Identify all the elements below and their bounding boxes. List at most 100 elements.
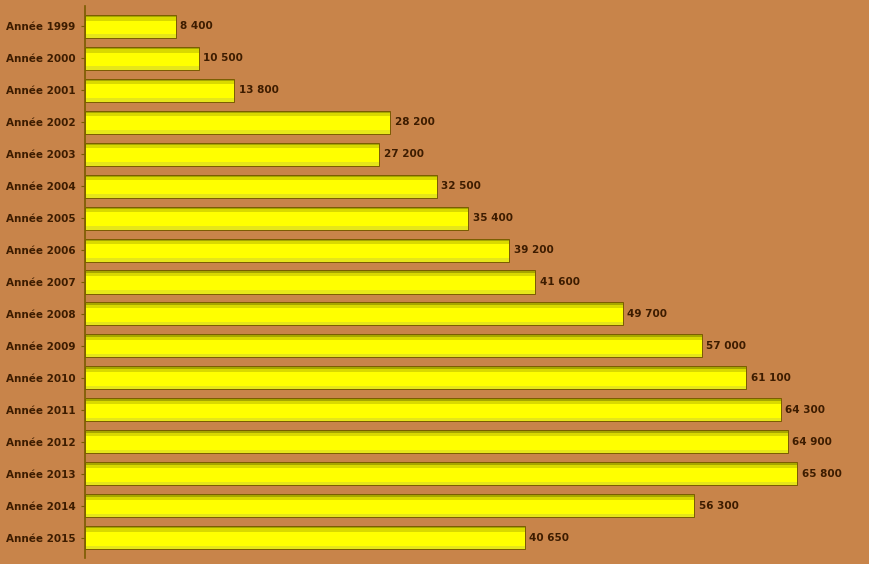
Bar	[85, 58, 198, 59]
Bar	[85, 17, 176, 18]
Bar	[85, 177, 436, 178]
Bar	[85, 434, 786, 435]
Bar	[85, 64, 198, 65]
Bar	[85, 482, 796, 483]
Bar	[85, 164, 379, 165]
Bar	[85, 334, 701, 335]
Bar	[85, 319, 622, 320]
Bar	[85, 467, 796, 468]
Bar	[85, 430, 786, 431]
Bar	[85, 286, 534, 287]
Bar	[85, 345, 701, 346]
Bar	[85, 18, 176, 19]
Bar	[85, 386, 746, 387]
Bar	[85, 226, 468, 227]
Bar	[85, 183, 436, 184]
Bar	[85, 353, 701, 354]
Bar	[85, 51, 198, 52]
Bar	[85, 309, 622, 310]
Bar	[85, 465, 796, 466]
Bar	[85, 215, 468, 216]
Bar	[85, 37, 176, 38]
Bar	[85, 511, 693, 512]
Bar	[85, 161, 379, 162]
Bar	[85, 132, 390, 133]
Bar	[85, 31, 176, 32]
Bar	[85, 92, 234, 93]
Bar	[85, 340, 701, 341]
Bar	[85, 507, 693, 508]
Bar	[85, 438, 786, 439]
Bar	[85, 21, 176, 22]
Bar	[85, 516, 693, 517]
Bar	[85, 409, 780, 410]
Bar	[85, 501, 693, 503]
Bar	[85, 342, 701, 343]
Bar	[85, 123, 390, 124]
Bar	[85, 57, 198, 58]
Bar	[85, 534, 525, 535]
Bar	[85, 245, 508, 246]
Bar	[85, 398, 780, 421]
Bar	[85, 26, 176, 27]
Bar	[85, 538, 525, 539]
Bar	[85, 113, 390, 114]
Bar	[85, 261, 508, 262]
Bar	[85, 63, 198, 64]
Bar	[85, 404, 780, 405]
Text: 49 700: 49 700	[627, 309, 667, 319]
Bar	[85, 445, 786, 446]
Bar	[85, 260, 508, 261]
Bar	[85, 32, 176, 33]
Bar	[85, 505, 693, 506]
Bar	[85, 15, 176, 16]
Bar	[85, 302, 622, 325]
Bar	[85, 118, 390, 119]
Bar	[85, 117, 390, 118]
Bar	[85, 373, 746, 374]
Bar	[85, 212, 468, 213]
Bar	[85, 94, 234, 95]
Bar	[85, 369, 746, 370]
Bar	[85, 367, 746, 389]
Bar	[85, 122, 390, 123]
Bar	[85, 400, 780, 401]
Bar	[85, 514, 693, 515]
Bar	[85, 24, 176, 25]
Bar	[85, 463, 796, 464]
Bar	[85, 249, 508, 250]
Bar	[85, 416, 780, 417]
Bar	[85, 188, 436, 189]
Bar	[85, 131, 390, 132]
Bar	[85, 163, 379, 164]
Bar	[85, 432, 786, 433]
Bar	[85, 526, 525, 549]
Bar	[85, 470, 796, 471]
Bar	[85, 56, 198, 57]
Bar	[85, 477, 796, 478]
Bar	[85, 213, 468, 214]
Bar	[85, 413, 780, 414]
Bar	[85, 213, 468, 214]
Bar	[85, 130, 390, 131]
Bar	[85, 114, 390, 115]
Bar	[85, 52, 198, 53]
Bar	[85, 290, 534, 291]
Bar	[85, 343, 701, 344]
Bar	[85, 515, 693, 516]
Bar	[85, 89, 234, 90]
Text: 32 500: 32 500	[441, 181, 481, 191]
Bar	[85, 401, 780, 402]
Bar	[85, 447, 786, 448]
Text: 56 300: 56 300	[698, 501, 738, 511]
Bar	[85, 218, 468, 219]
Bar	[85, 354, 701, 355]
Bar	[85, 339, 701, 340]
Bar	[85, 121, 390, 122]
Bar	[85, 95, 234, 96]
Bar	[85, 143, 379, 144]
Bar	[85, 59, 198, 60]
Bar	[85, 124, 390, 125]
Bar	[85, 274, 534, 275]
Bar	[85, 537, 525, 538]
